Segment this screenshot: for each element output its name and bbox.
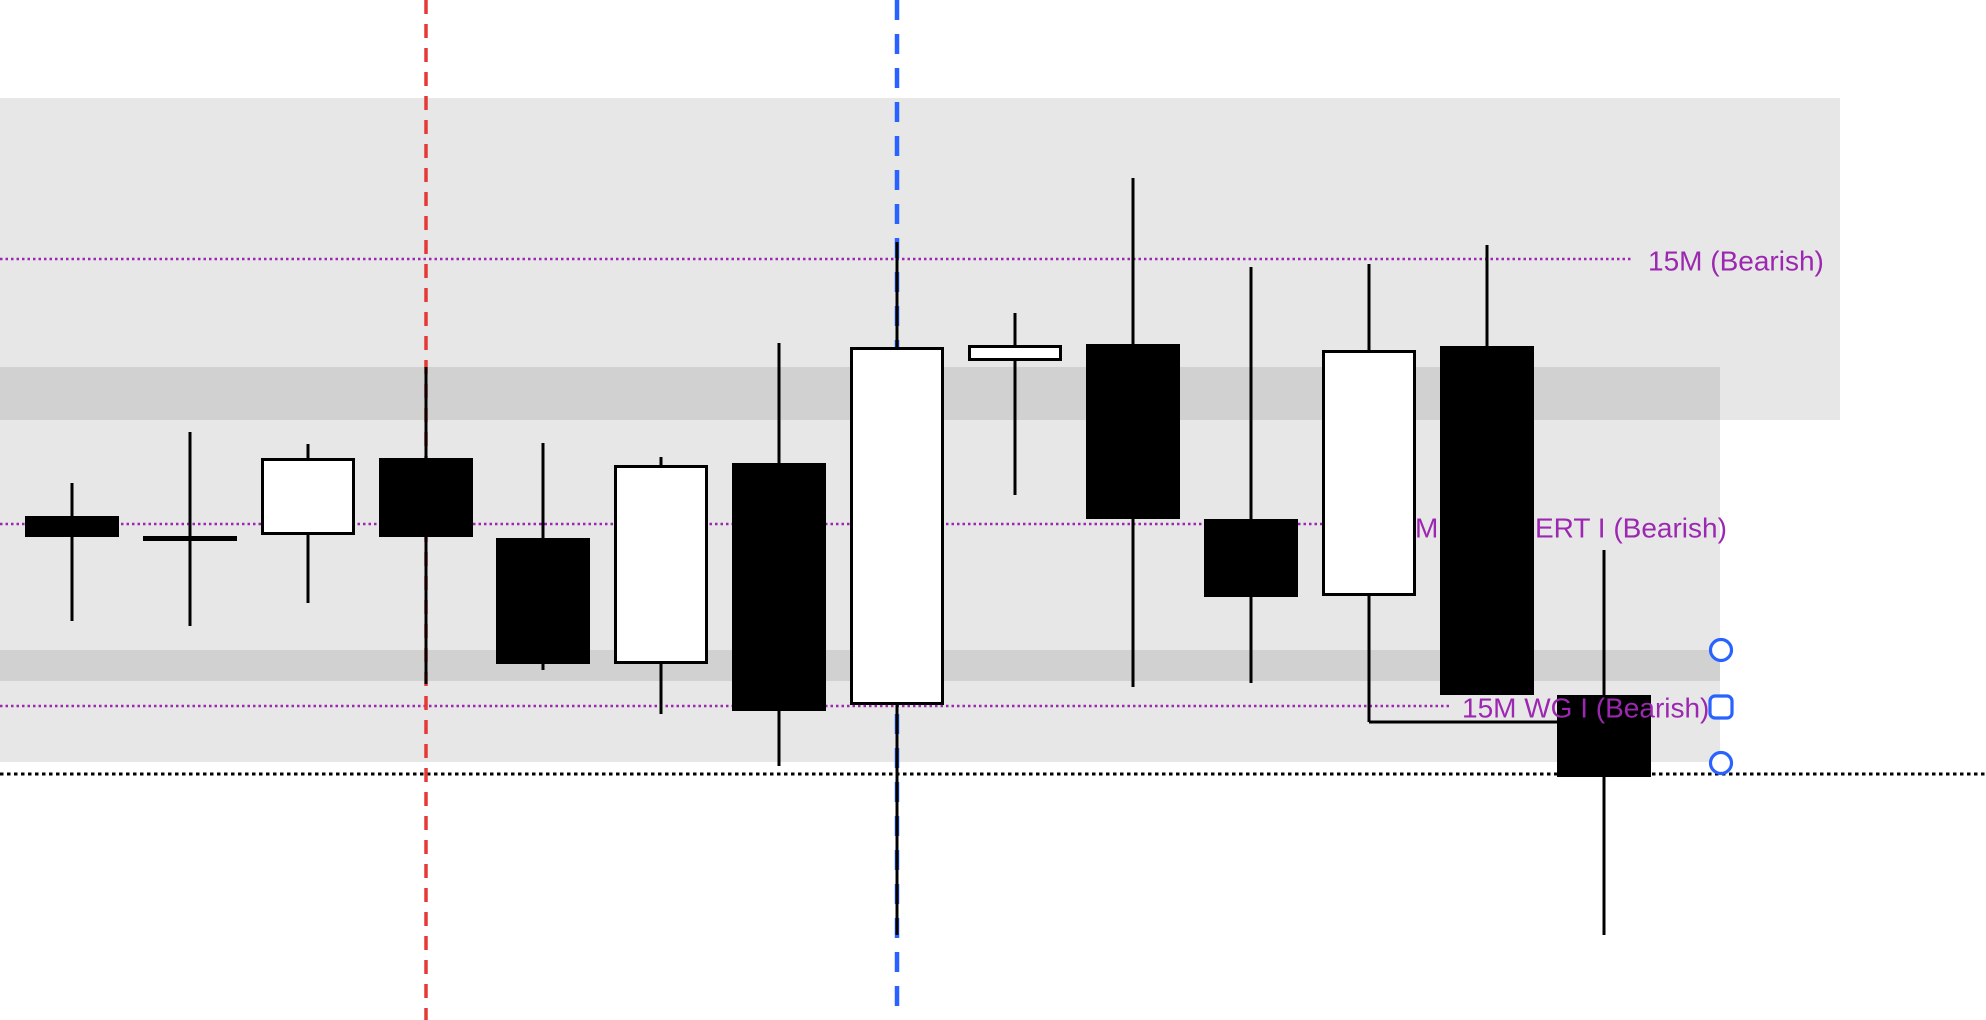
candle-6-body bbox=[614, 465, 708, 664]
candle-3-body bbox=[261, 458, 355, 535]
candle-3 bbox=[261, 444, 355, 603]
candle-11-body bbox=[1204, 519, 1298, 597]
candle-6 bbox=[614, 457, 708, 714]
candle-4-body bbox=[379, 458, 473, 537]
candle-12 bbox=[1322, 264, 1416, 722]
signal-labels-layer: 15M (Bearish) M ERT I (Bearish) 15M WG I… bbox=[1415, 246, 1824, 724]
selection-handle-circle-bottom[interactable] bbox=[1708, 750, 1734, 776]
candle-1 bbox=[25, 483, 119, 621]
candle-14 bbox=[1557, 550, 1651, 935]
selection-handle-circle-top[interactable] bbox=[1708, 637, 1734, 663]
candle-12-body bbox=[1322, 350, 1416, 596]
candle-2-doji-bar bbox=[143, 536, 237, 541]
candle-7 bbox=[732, 343, 826, 766]
candle-14-body bbox=[1557, 695, 1651, 777]
candle-10 bbox=[1086, 178, 1180, 687]
candle-2 bbox=[143, 432, 237, 626]
candle-4 bbox=[379, 367, 473, 684]
label-alert-fragment-ert: ERT I (Bearish) bbox=[1535, 513, 1727, 544]
candle-10-body bbox=[1086, 344, 1180, 519]
candle-5 bbox=[496, 443, 590, 670]
candle-13-body bbox=[1440, 346, 1534, 695]
selection-handles-layer bbox=[1708, 637, 1734, 776]
candles-layer bbox=[25, 178, 1651, 935]
candle-8-body bbox=[850, 347, 944, 705]
candle-9 bbox=[968, 313, 1062, 495]
candle-11 bbox=[1204, 267, 1298, 683]
selection-handle-square-middle[interactable] bbox=[1708, 694, 1734, 720]
label-15m-bearish: 15M (Bearish) bbox=[1648, 246, 1824, 277]
label-15m-wg-bearish: 15M WG I (Bearish) bbox=[1462, 693, 1709, 724]
candle-1-body bbox=[25, 516, 119, 537]
label-alert-fragment-m: M bbox=[1415, 513, 1438, 544]
candle-13 bbox=[1440, 245, 1534, 695]
candle-5-body bbox=[496, 538, 590, 664]
candle-9-body bbox=[968, 345, 1062, 361]
candle-7-body bbox=[732, 463, 826, 711]
candle-8 bbox=[850, 242, 944, 935]
